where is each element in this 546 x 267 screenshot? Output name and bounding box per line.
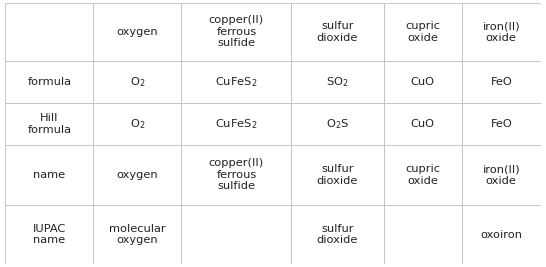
Text: $\mathregular{O_{2}S}$: $\mathregular{O_{2}S}$ [326,117,349,131]
Text: name: name [33,170,66,180]
Text: $\mathregular{O_{2}}$: $\mathregular{O_{2}}$ [130,75,145,89]
Text: copper(II)
ferrous
sulfide: copper(II) ferrous sulfide [209,158,264,191]
Bar [181,103,292,145]
Text: oxoiron: oxoiron [480,230,523,239]
Text: CuO: CuO [411,119,435,129]
Bar [384,3,462,61]
Text: FeO: FeO [490,119,512,129]
Bar [462,61,541,103]
Bar [93,205,181,264]
Text: cupric
oxide: cupric oxide [405,21,440,43]
Text: oxygen: oxygen [117,27,158,37]
Bar [5,145,93,205]
Text: molecular
oxygen: molecular oxygen [109,224,166,245]
Text: $\mathregular{O_{2}}$: $\mathregular{O_{2}}$ [130,117,145,131]
Text: cupric
oxide: cupric oxide [405,164,440,186]
Bar [384,205,462,264]
Bar [181,205,292,264]
Bar [181,61,292,103]
Bar [292,205,384,264]
Bar [384,103,462,145]
Bar [292,3,384,61]
Text: $\mathregular{CuFeS_{2}}$: $\mathregular{CuFeS_{2}}$ [215,75,258,89]
Text: iron(II)
oxide: iron(II) oxide [483,164,520,186]
Bar [5,3,93,61]
Bar [462,145,541,205]
Text: copper(II)
ferrous
sulfide: copper(II) ferrous sulfide [209,15,264,48]
Bar [462,103,541,145]
Text: FeO: FeO [490,77,512,87]
Bar [93,61,181,103]
Text: CuO: CuO [411,77,435,87]
Text: IUPAC
name: IUPAC name [33,224,66,245]
Bar [292,145,384,205]
Bar [5,205,93,264]
Bar [5,61,93,103]
Bar [292,61,384,103]
Bar [181,145,292,205]
Text: Hill
formula: Hill formula [27,113,72,135]
Bar [384,61,462,103]
Bar [181,3,292,61]
Text: sulfur
dioxide: sulfur dioxide [317,224,358,245]
Text: iron(II)
oxide: iron(II) oxide [483,21,520,43]
Bar [93,3,181,61]
Text: oxygen: oxygen [117,170,158,180]
Text: formula: formula [27,77,72,87]
Text: $\mathregular{CuFeS_{2}}$: $\mathregular{CuFeS_{2}}$ [215,117,258,131]
Bar [384,145,462,205]
Bar [93,103,181,145]
Bar [292,103,384,145]
Text: sulfur
dioxide: sulfur dioxide [317,21,358,43]
Bar [462,205,541,264]
Text: sulfur
dioxide: sulfur dioxide [317,164,358,186]
Bar [5,103,93,145]
Text: $\mathregular{SO_{2}}$: $\mathregular{SO_{2}}$ [326,75,349,89]
Bar [462,3,541,61]
Bar [93,145,181,205]
